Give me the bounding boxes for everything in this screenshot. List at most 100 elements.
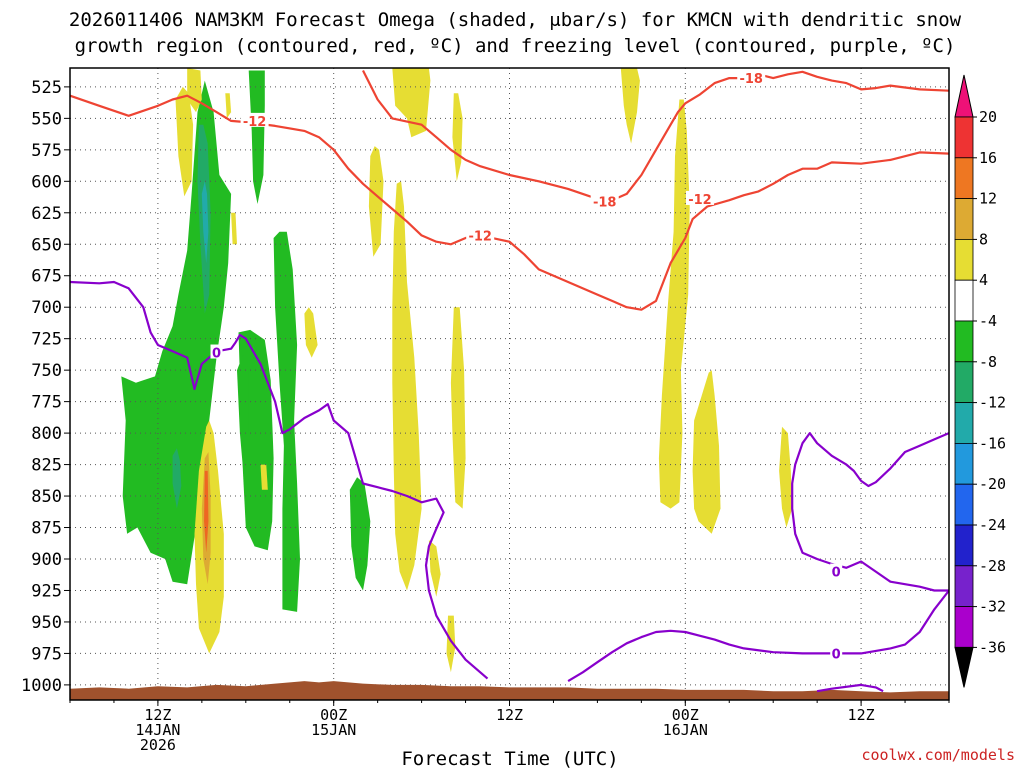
colorbar-tick-label: 12 [979, 190, 997, 208]
colorbar-tick-label: -8 [979, 353, 997, 371]
colorbar-tick-label: -28 [979, 557, 1006, 575]
contour-label: -12 [468, 229, 492, 244]
credit-text: coolwx.com/models [861, 746, 1015, 764]
contour-label-bg [830, 563, 843, 578]
colorbar-bin-8 [954, 442, 974, 485]
colorbar-bin-4 [954, 279, 974, 322]
contour-dgz-18c [362, 70, 949, 202]
contour-freezing-0c-right [791, 432, 949, 592]
y-tick-label: 900 [31, 550, 62, 570]
colorbar-tick-label: -16 [979, 434, 1006, 452]
x-tick-label: 00Z [320, 706, 347, 724]
omega-region-yellow-g [392, 68, 431, 138]
colorbar-bin-9 [954, 483, 974, 526]
colorbar-bin-10 [954, 524, 974, 567]
colorbar-tick-label: -4 [979, 312, 997, 330]
contour-label-bg [590, 193, 619, 208]
colorbar-top-arrow [954, 74, 974, 118]
contour-label-bg [240, 112, 269, 127]
x-tick-label: 16JAN [663, 721, 708, 739]
contour-label-bg [830, 645, 843, 660]
x-tick-label: 12Z [144, 706, 171, 724]
y-tick-label: 625 [31, 204, 62, 224]
chart-title-line2: growth region (contoured, red, ºC) and f… [75, 35, 956, 57]
colorbar: 20 16 12 8 4 -4 -8 -12 -16 -20 -24 -28 -32 -36 [954, 74, 1006, 688]
omega-region-yellow-m [446, 615, 456, 673]
colorbar-bin-11 [954, 565, 974, 607]
y-tick-label: 750 [31, 361, 62, 381]
omega-region-yellow-k [452, 93, 463, 182]
colorbar-bin-12 [954, 606, 974, 648]
y-tick-label: 525 [31, 78, 62, 98]
colorbar-bin-5 [954, 320, 974, 363]
contour-label: 0 [832, 647, 841, 662]
x-tick-label: 2026 [140, 736, 176, 754]
contour-label: -12 [243, 115, 267, 130]
ground-surface [70, 681, 949, 700]
x-axis-label: Forecast Time (UTC) [401, 748, 618, 768]
omega-region-yellow-l [450, 307, 466, 509]
omega-region-yellow-j [428, 540, 441, 597]
ground-layer [70, 681, 949, 700]
colorbar-tick-label: -32 [979, 598, 1006, 616]
y-tick-label: 700 [31, 298, 62, 318]
omega-region-teal-c [201, 181, 209, 264]
x-tick-label: 14JAN [135, 721, 180, 739]
contour-label: 0 [212, 347, 221, 362]
colorbar-tick-label: 8 [979, 230, 988, 248]
y-tick-label: 825 [31, 456, 62, 476]
colorbar-tick-label: -20 [979, 475, 1006, 493]
y-tick-label: 675 [31, 267, 62, 287]
omega-region-yellow-a [175, 86, 194, 197]
y-tick-label: 775 [31, 393, 62, 413]
omega-core-strong [204, 470, 209, 553]
omega-region-green-small [349, 477, 371, 591]
contour-freezing-0c-upper [70, 280, 489, 680]
y-tick-label: 875 [31, 519, 62, 539]
y-tick-label: 1000 [21, 676, 62, 696]
omega-region-yellow-f2 [260, 464, 268, 490]
contour-label: -18 [593, 195, 617, 210]
contour-label: -12 [688, 193, 712, 208]
colorbar-tick-label: 4 [979, 271, 988, 289]
chart-title-line1: 2026011406 NAM3KM Forecast Omega (shaded… [69, 9, 962, 31]
colorbar-bin-1 [954, 157, 974, 200]
colorbar-bin-2 [954, 198, 974, 240]
omega-region-green-lower [273, 231, 300, 612]
colorbar-tick-label: -36 [979, 638, 1006, 656]
contour-freezing-0c-bottom [816, 683, 884, 693]
y-tick-label: 925 [31, 581, 62, 601]
colorbar-tick-label: 20 [979, 108, 997, 126]
omega-region-yellow-f [304, 307, 318, 358]
x-tick-label: 12Z [848, 706, 875, 724]
contour-label-bg [685, 190, 714, 205]
omega-region-yellow-q [779, 426, 793, 528]
y-tick-label: 600 [31, 172, 62, 192]
omega-shading [121, 68, 793, 673]
y-tick-label: 725 [31, 330, 62, 350]
colorbar-tick-label: -24 [979, 516, 1006, 534]
colorbar-tick-label: 16 [979, 149, 997, 167]
x-tick-label: 00Z [672, 706, 699, 724]
colorbar-tick-label: -12 [979, 394, 1006, 412]
omega-region-green-col-b [237, 355, 249, 484]
x-tick-label: 12Z [496, 706, 523, 724]
colorbar-bin-3 [954, 238, 974, 281]
colorbar-bin-0 [954, 116, 974, 159]
colorbar-bottom-arrow [954, 646, 974, 688]
omega-region-yellow-h [368, 146, 384, 257]
contour-labels: -12 -12 -18 -12 -18 0 0 0 [210, 70, 843, 662]
y-tick-label: 650 [31, 235, 62, 255]
omega-region-yellow-o [658, 99, 690, 509]
contour-label-bg [210, 344, 223, 359]
y-tick-label: 800 [31, 424, 62, 444]
y-tick-label: 975 [31, 644, 62, 664]
omega-region-yellow-p [692, 370, 721, 534]
y-axis: 525 550 575 600 625 650 675 700 725 750 775 800 825 8… [21, 78, 70, 696]
contour-label: -18 [739, 72, 763, 87]
omega-region-green-tall [248, 70, 265, 204]
colorbar-bin-6 [954, 361, 974, 403]
y-tick-label: 550 [31, 109, 62, 129]
